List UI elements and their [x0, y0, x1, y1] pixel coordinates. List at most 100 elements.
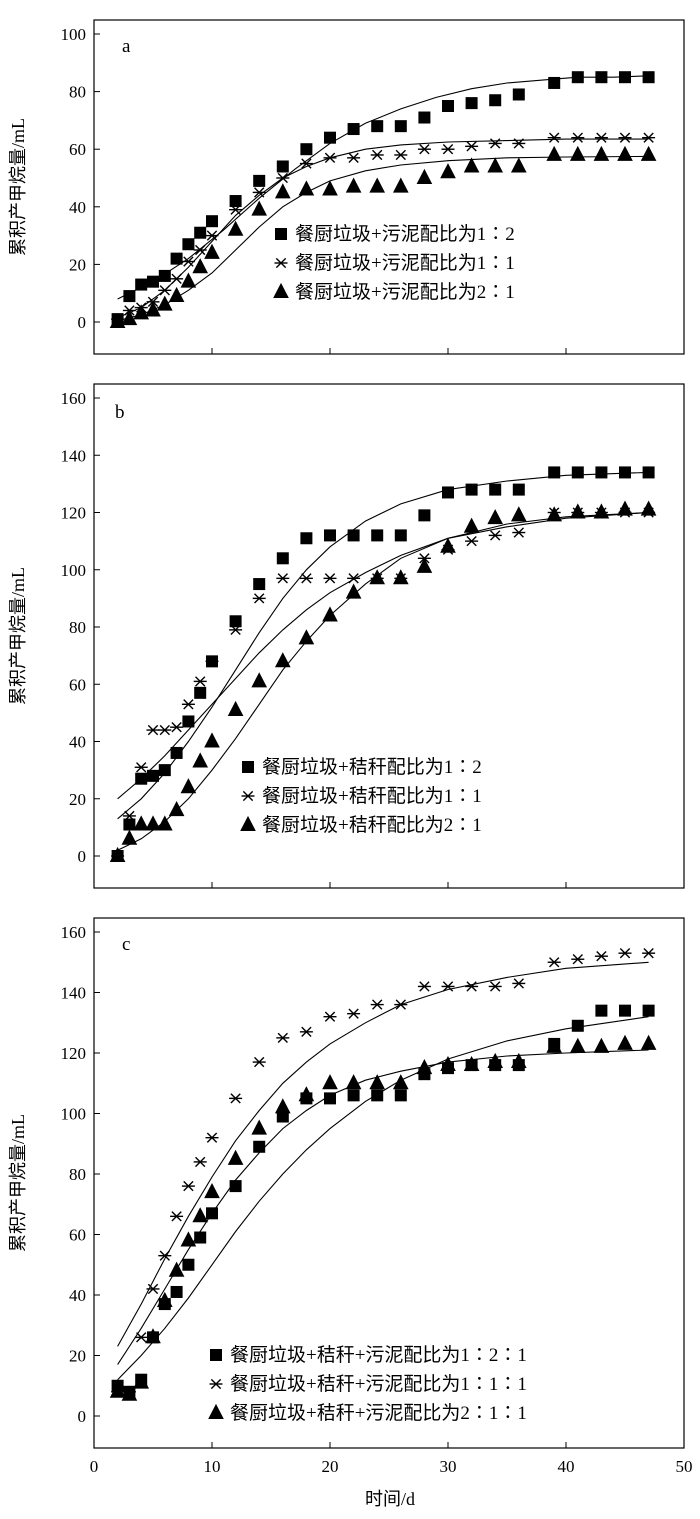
data-point — [205, 656, 219, 667]
y-tick-label: 140 — [61, 984, 87, 1003]
data-point — [488, 138, 502, 149]
y-tick-label: 0 — [78, 313, 87, 332]
data-point — [180, 1231, 197, 1247]
data-point — [252, 593, 266, 604]
data-point — [229, 615, 242, 628]
data-point — [371, 120, 384, 133]
data-point — [193, 244, 207, 256]
data-point — [158, 724, 172, 736]
y-tick-label: 160 — [61, 389, 87, 408]
data-point — [274, 1098, 291, 1114]
data-point — [512, 483, 525, 496]
data-point — [158, 764, 171, 777]
data-point — [642, 466, 655, 479]
data-point — [394, 120, 407, 133]
data-point — [440, 1055, 456, 1072]
x-tick-label: 0 — [90, 1457, 99, 1476]
data-point — [193, 676, 207, 687]
data-point — [135, 278, 148, 291]
data-point — [441, 981, 455, 992]
data-point — [594, 951, 608, 962]
data-point — [487, 157, 504, 173]
series-1 — [111, 466, 655, 862]
data-point — [192, 752, 209, 768]
data-point — [394, 1089, 407, 1102]
data-point — [227, 1149, 244, 1165]
data-point — [298, 180, 315, 196]
data-point — [251, 672, 268, 688]
legend-entry: 餐厨垃圾+秸秆配比为2∶1 — [240, 814, 482, 836]
fit-curve — [117, 511, 649, 800]
data-point — [394, 149, 408, 161]
data-point — [133, 1373, 150, 1389]
y-tick-label: 80 — [69, 618, 86, 637]
data-point — [227, 700, 244, 716]
data-point — [170, 722, 184, 733]
data-point — [133, 815, 150, 831]
data-point — [181, 1180, 195, 1192]
legend-marker — [208, 1403, 224, 1419]
data-point — [323, 573, 337, 584]
data-point — [123, 290, 136, 303]
legend-label: 餐厨垃圾+污泥配比为2∶1 — [295, 281, 515, 303]
data-point — [640, 145, 657, 161]
legend-entry: 餐厨垃圾+污泥配比为1∶2 — [275, 223, 515, 245]
data-point — [156, 295, 173, 311]
data-point — [170, 273, 184, 284]
data-point — [182, 238, 195, 251]
series-1 — [111, 71, 655, 326]
data-point — [595, 466, 608, 479]
y-tick-label: 80 — [69, 83, 86, 102]
data-point — [547, 132, 561, 143]
data-point — [298, 1086, 315, 1102]
data-point — [299, 158, 313, 169]
data-point — [147, 769, 159, 782]
data-point — [442, 486, 454, 499]
data-point — [322, 606, 338, 622]
y-tick-label: 20 — [69, 1347, 86, 1366]
data-point — [440, 163, 456, 179]
data-point — [416, 168, 433, 184]
data-point — [206, 215, 218, 228]
x-tick-label: 20 — [322, 1457, 339, 1476]
data-point — [642, 948, 656, 959]
legend-label: 餐厨垃圾+污泥配比为1∶1 — [295, 252, 515, 274]
data-point — [205, 230, 219, 241]
fit-curve — [117, 1016, 649, 1381]
data-point — [121, 309, 138, 326]
series-2 — [111, 948, 656, 1397]
data-point — [156, 815, 173, 831]
data-point — [298, 629, 315, 645]
y-tick-label: 40 — [69, 198, 86, 217]
data-point — [229, 1093, 243, 1104]
data-point — [417, 144, 431, 155]
data-point — [299, 1026, 313, 1037]
data-point — [299, 573, 313, 584]
data-point — [571, 954, 585, 965]
data-point — [465, 535, 479, 547]
data-point — [204, 732, 220, 748]
panel-label: a — [122, 36, 131, 57]
data-point — [204, 1183, 220, 1199]
data-point — [512, 88, 525, 101]
legend-entry: 餐厨垃圾+秸秆配比为1∶2 — [242, 756, 482, 778]
data-point — [571, 71, 584, 84]
data-point — [512, 138, 526, 149]
legend-entry: 餐厨垃圾+秸秆+污泥配比为2∶1∶1 — [208, 1402, 527, 1424]
series-3 — [109, 500, 657, 862]
legend-label: 餐厨垃圾+秸秆配比为1∶1 — [262, 785, 482, 807]
data-point — [347, 573, 361, 584]
data-point — [170, 1285, 183, 1298]
data-point — [147, 275, 159, 288]
series-2 — [111, 132, 656, 325]
data-point — [109, 846, 126, 862]
data-point — [418, 509, 431, 522]
data-point — [276, 172, 290, 184]
data-point — [170, 252, 183, 265]
data-point — [465, 141, 479, 152]
y-tick-label: 60 — [69, 675, 86, 694]
data-point — [617, 145, 633, 161]
data-point — [227, 220, 244, 236]
x-tick-label: 50 — [676, 1457, 693, 1476]
data-point — [122, 810, 136, 822]
